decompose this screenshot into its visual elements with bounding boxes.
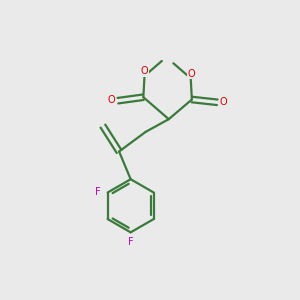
Text: F: F (128, 237, 134, 247)
Text: F: F (95, 187, 101, 197)
Text: O: O (108, 95, 116, 105)
Text: O: O (220, 97, 227, 107)
Text: O: O (140, 66, 148, 76)
Text: O: O (188, 69, 195, 79)
